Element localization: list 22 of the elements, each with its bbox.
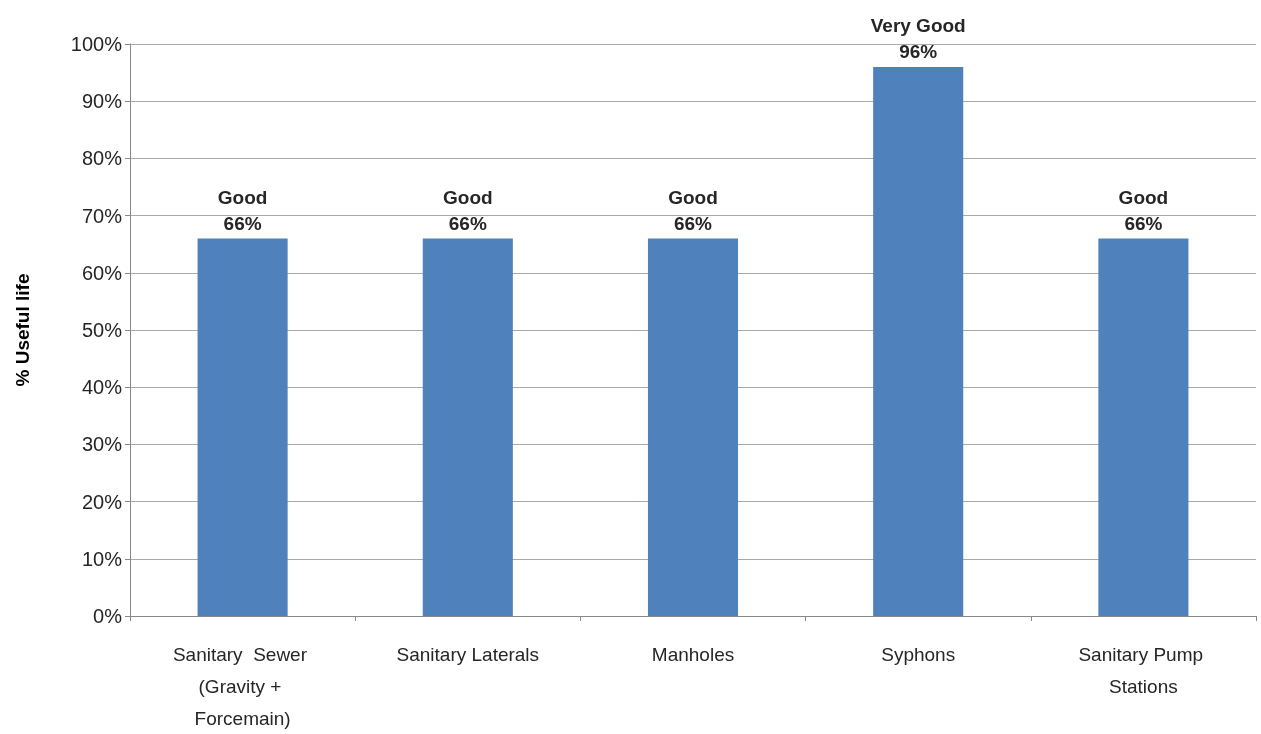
data-label: Very Good 96% (870, 15, 966, 63)
x-tick-label: Sanitary Laterals (396, 643, 540, 665)
data-label: Good 66% (1118, 186, 1169, 234)
x-tick-label: Manholes (651, 643, 735, 665)
y-tick-label: 70% (81, 204, 123, 227)
y-tick-label: 40% (81, 376, 123, 399)
x-tick-label: Sanitary Pump Stations (1078, 643, 1209, 697)
y-tick-label: 50% (81, 319, 123, 341)
y-axis-title: % Useful life (12, 273, 33, 387)
data-label: Good 66% (443, 186, 493, 234)
y-tick-label: 80% (81, 147, 123, 170)
y-tick-label: 0% (93, 605, 123, 627)
y-tick-label: 90% (81, 90, 123, 113)
y-tick-label: 60% (81, 261, 123, 284)
y-tick-label: 10% (81, 547, 123, 570)
y-tick-label: 20% (81, 490, 123, 513)
data-label: Good 66% (668, 186, 718, 234)
x-tick-label: Syphons (881, 643, 956, 665)
y-tick-label: 30% (81, 433, 123, 456)
x-tick-label: Sanitary Sewer (Gravity + Forcemain) (172, 643, 313, 729)
y-tick-label: 100% (70, 33, 123, 55)
data-label: Good 66% (217, 186, 268, 234)
